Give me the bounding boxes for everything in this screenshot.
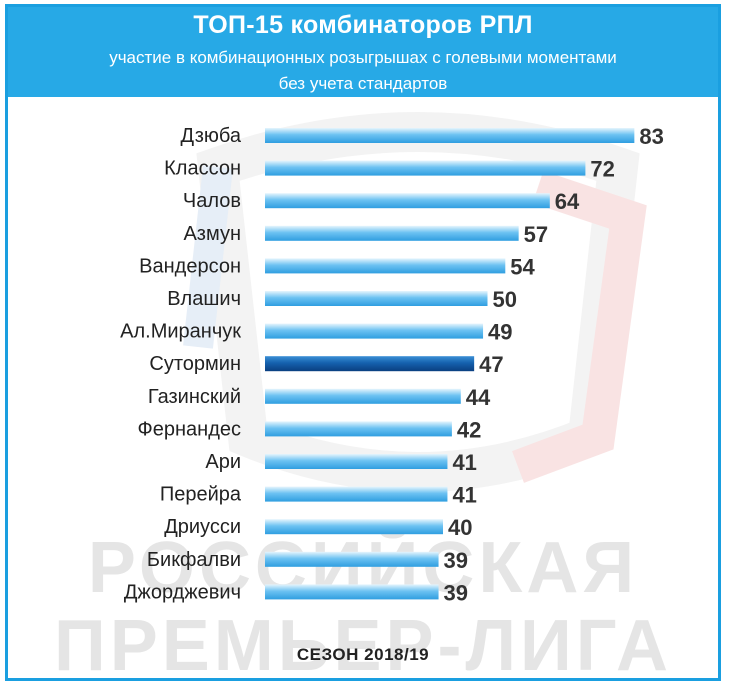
bar (265, 193, 550, 209)
category-label: Вандерсон (139, 255, 241, 277)
category-label: Бикфалви (147, 549, 241, 571)
category-label: Азмун (183, 223, 241, 245)
bar (265, 454, 448, 469)
value-label: 41 (452, 483, 476, 508)
value-label: 49 (488, 320, 512, 345)
value-label: 39 (444, 580, 468, 605)
watermark-line-2: ПРЕМЬЕР-ЛИГА (53, 606, 673, 681)
value-label: 57 (524, 222, 548, 247)
value-label: 42 (457, 417, 481, 442)
value-label: 44 (466, 385, 491, 410)
season-label: СЕЗОН 2018/19 (296, 645, 430, 664)
bar (265, 258, 506, 274)
value-label: 41 (452, 450, 476, 475)
value-label: 83 (639, 124, 663, 149)
value-label: 64 (555, 189, 580, 214)
bar (265, 421, 452, 437)
subtitle-line-1: участие в комбинационных розыгрышах с го… (109, 48, 617, 67)
bar (265, 225, 519, 241)
chart-title: ТОП-15 комбинаторов РПЛ (193, 11, 533, 39)
category-label: Джорджевич (124, 581, 241, 603)
category-label: Ал.Миранчук (120, 321, 241, 343)
category-label: Дзюба (181, 125, 242, 147)
category-label: Влашич (167, 288, 241, 310)
bar-highlighted (265, 356, 475, 372)
category-label: Чалов (183, 190, 241, 212)
bar (265, 160, 586, 176)
chart-frame: ТОП-15 комбинаторов РПЛ участие в комбин… (5, 4, 721, 681)
bar (265, 486, 448, 502)
header-banner: ТОП-15 комбинаторов РПЛ участие в комбин… (8, 7, 718, 97)
value-label: 72 (590, 157, 614, 182)
bar-chart: Дзюба 83 Классон 72 Чалов 64 Азмун 57 Вандерсон 5… (120, 124, 664, 605)
value-label: 54 (510, 254, 535, 279)
bar (265, 584, 439, 600)
value-label: 50 (493, 287, 517, 312)
chart-subtitle: участие в комбинационных розыгрышах с го… (48, 45, 678, 97)
category-label: Фернандес (138, 418, 241, 440)
value-label: 40 (448, 515, 472, 540)
category-label: Сутормин (149, 353, 241, 375)
category-label: Классон (164, 158, 241, 180)
subtitle-line-2: без учета стандартов (278, 74, 448, 93)
value-label: 39 (444, 548, 468, 573)
category-label: Дриусси (164, 516, 241, 538)
bar (265, 519, 443, 535)
category-label: Газинский (148, 386, 241, 408)
bar (265, 128, 635, 143)
bar (265, 291, 488, 306)
category-label: Ари (205, 451, 241, 473)
category-label: Перейра (160, 484, 242, 506)
bar (265, 323, 484, 339)
bar (265, 551, 439, 567)
value-label: 47 (479, 352, 503, 377)
bar (265, 388, 461, 404)
